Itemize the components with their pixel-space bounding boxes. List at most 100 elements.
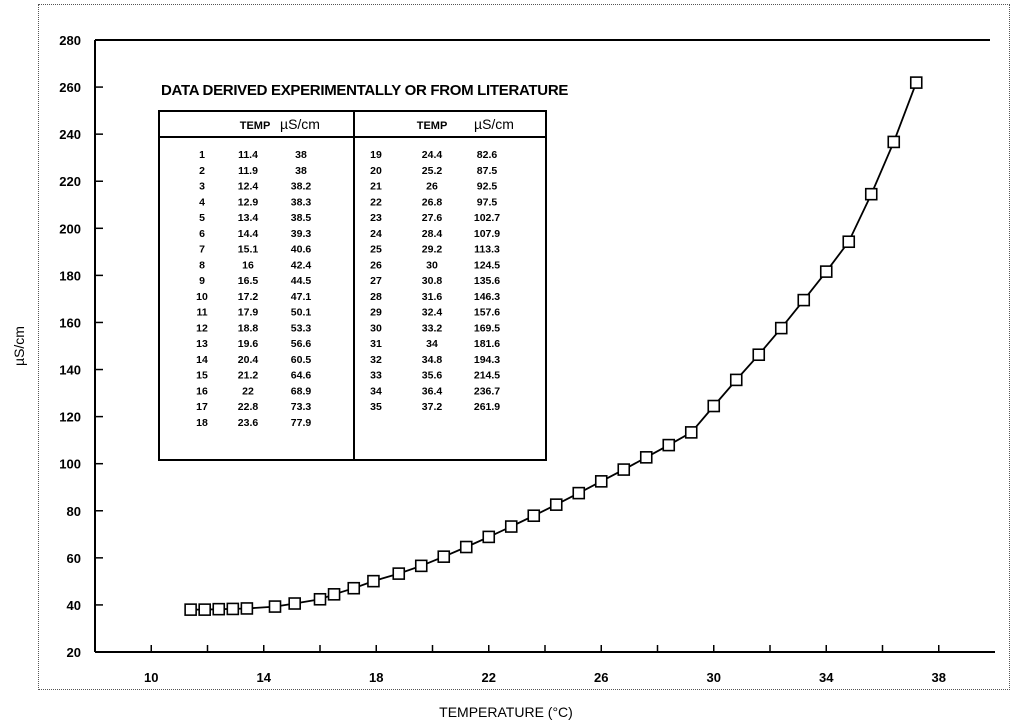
table-cell: 16 (242, 259, 254, 271)
table-cell: 23 (370, 212, 382, 224)
table-cell: 17 (196, 401, 208, 413)
table-cell: 20 (370, 165, 382, 177)
table-cell: 31 (370, 338, 382, 350)
data-point-marker (416, 560, 427, 571)
table-cell: 22.8 (238, 401, 259, 413)
table-cell: 22 (242, 385, 254, 397)
table-header: TEMP (417, 120, 448, 132)
y-tick-label: 120 (59, 410, 81, 425)
table-cell: 6 (199, 228, 205, 240)
y-tick-label: 200 (59, 221, 81, 236)
table-cell: 30.8 (422, 275, 443, 287)
table-cell: 135.6 (474, 275, 500, 287)
table-cell: 28.4 (422, 228, 443, 240)
table-cell: 73.3 (291, 401, 312, 413)
data-point-marker (199, 604, 210, 615)
table-cell: 34 (426, 338, 438, 350)
table-cell: 146.3 (474, 291, 500, 303)
data-point-marker (596, 476, 607, 487)
table-cell: 21.2 (238, 370, 259, 382)
table-cell: 11.4 (238, 149, 258, 161)
table-cell: 13 (196, 338, 208, 350)
table-cell: 124.5 (474, 259, 500, 271)
table-cell: 36.4 (422, 385, 443, 397)
table-cell: 25.2 (422, 165, 443, 177)
table-cell: 14 (196, 354, 208, 366)
table-cell: 12 (196, 322, 208, 334)
table-cell: 27.6 (422, 212, 443, 224)
table-cell: 42.4 (291, 259, 312, 271)
data-point-marker (213, 604, 224, 615)
table-cell: 20.4 (238, 354, 259, 366)
table-cell: 5 (199, 212, 205, 224)
x-tick-label: 30 (707, 670, 721, 685)
table-cell: 21 (370, 181, 382, 193)
y-tick-label: 80 (67, 504, 81, 519)
table-cell: 38.2 (291, 181, 312, 193)
table-cell: 11.9 (238, 165, 258, 177)
table-cell: 157.6 (474, 307, 500, 319)
data-point-marker (270, 601, 281, 612)
table-cell: 17.9 (238, 307, 259, 319)
table-cell: 19 (370, 149, 382, 161)
y-axis-title: µS/cm (11, 326, 27, 366)
table-cell: 38 (295, 149, 307, 161)
table-cell: 16.5 (238, 275, 259, 287)
table-cell: 35 (370, 401, 382, 413)
table-cell: 23.6 (238, 417, 259, 429)
table-cell: 92.5 (477, 181, 498, 193)
table-cell: 38 (295, 165, 307, 177)
table-cell: 38.5 (291, 212, 312, 224)
table-cell: 68.9 (291, 385, 312, 397)
table-cell: 8 (199, 259, 205, 271)
data-point-marker (506, 521, 517, 532)
table-cell: 60.5 (291, 354, 312, 366)
table-cell: 17.2 (238, 291, 259, 303)
table-cell: 181.6 (474, 338, 500, 350)
data-point-marker (185, 604, 196, 615)
table-cell: 40.6 (291, 244, 312, 256)
y-tick-label: 260 (59, 80, 81, 95)
data-point-marker (888, 136, 899, 147)
table-cell: 82.6 (477, 149, 498, 161)
table-cell: 28 (370, 291, 382, 303)
table-cell: 27 (370, 275, 382, 287)
table-cell: 44.5 (291, 275, 312, 287)
table-cell: 2 (199, 165, 205, 177)
table-cell: 194.3 (474, 354, 500, 366)
table-title: DATA DERIVED EXPERIMENTALLY OR FROM LITE… (161, 82, 568, 99)
table-cell: 29 (370, 307, 382, 319)
data-point-marker (528, 510, 539, 521)
x-tick-label: 14 (257, 670, 272, 685)
table-cell: 53.3 (291, 322, 312, 334)
table-cell: 214.5 (474, 370, 500, 382)
y-tick-label: 280 (59, 33, 81, 48)
data-point-marker (368, 576, 379, 587)
table-cell: 261.9 (474, 401, 500, 413)
x-tick-label: 26 (594, 670, 608, 685)
table-cell: 25 (370, 244, 382, 256)
table-cell: 35.6 (422, 370, 443, 382)
table-cell: 34 (370, 385, 382, 397)
x-tick-label: 18 (369, 670, 383, 685)
table-cell: 26.8 (422, 196, 443, 208)
y-tick-label: 60 (67, 551, 81, 566)
table-cell: 18 (196, 417, 208, 429)
data-point-marker (483, 531, 494, 542)
data-point-marker (618, 464, 629, 475)
table-cell: 19.6 (238, 338, 259, 350)
data-point-marker (686, 427, 697, 438)
data-point-marker (573, 488, 584, 499)
data-point-marker (461, 542, 472, 553)
data-point-marker (641, 452, 652, 463)
table-cell: 97.5 (477, 196, 498, 208)
data-point-marker (731, 374, 742, 385)
x-tick-label: 38 (932, 670, 946, 685)
y-tick-label: 160 (59, 315, 81, 330)
data-point-marker (776, 323, 787, 334)
table-cell: 22 (370, 196, 382, 208)
table-cell: 31.6 (422, 291, 443, 303)
table-cell: 50.1 (291, 307, 312, 319)
table-cell: 30 (426, 259, 438, 271)
table-cell: 1 (199, 149, 205, 161)
